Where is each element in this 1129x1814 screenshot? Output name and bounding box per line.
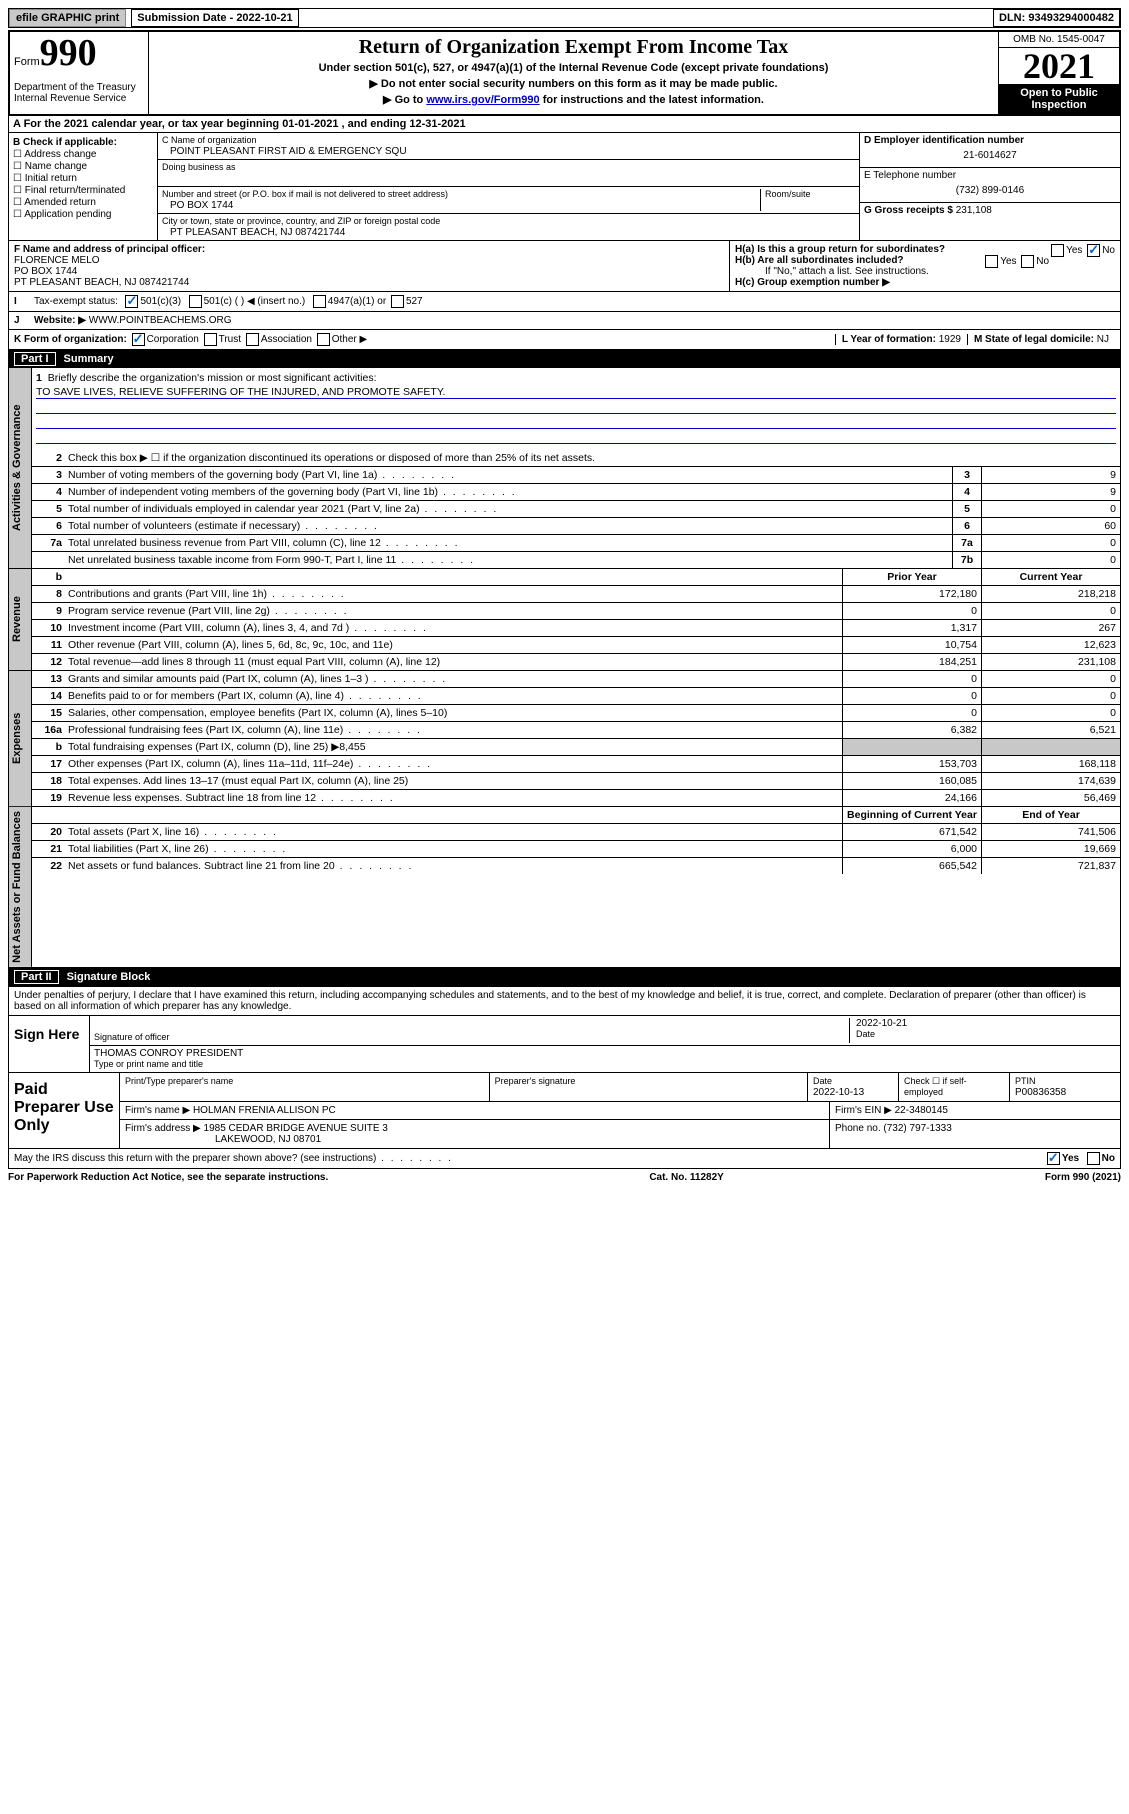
ptin: P00836358 [1015, 1087, 1066, 1098]
v6: 60 [981, 518, 1120, 534]
paid-preparer-label: Paid Preparer Use Only [9, 1073, 120, 1148]
part1-header: Part I Summary [8, 350, 1121, 368]
v7a: 0 [981, 535, 1120, 551]
officer-sig-name: THOMAS CONROY PRESIDENT [94, 1048, 243, 1059]
side-expenses: Expenses [9, 671, 32, 806]
website: WWW.POINTBEACHEMS.ORG [89, 315, 232, 326]
governance-section: Activities & Governance 1 Briefly descri… [8, 368, 1121, 569]
dln: DLN: 93493294000482 [993, 9, 1120, 27]
form-number: 990 [40, 32, 97, 74]
chk-amended[interactable]: ☐ Amended return [13, 197, 153, 208]
col-f: F Name and address of principal officer:… [9, 241, 729, 291]
footer-mid: Cat. No. 11282Y [649, 1172, 723, 1183]
firm-name: HOLMAN FRENIA ALLISON PC [193, 1105, 336, 1116]
chk-527[interactable] [391, 295, 404, 308]
discuss-row: May the IRS discuss this return with the… [8, 1149, 1121, 1169]
block-fh: F Name and address of principal officer:… [8, 241, 1121, 292]
mission-text: TO SAVE LIVES, RELIEVE SUFFERING OF THE … [36, 386, 445, 398]
row-i: ITax-exempt status: 501(c)(3) 501(c) ( )… [8, 292, 1121, 312]
submission-date: Submission Date - 2022-10-21 [131, 9, 298, 27]
preparer-block: Paid Preparer Use Only Print/Type prepar… [8, 1073, 1121, 1149]
page-footer: For Paperwork Reduction Act Notice, see … [8, 1169, 1121, 1186]
chk-trust[interactable] [204, 333, 217, 346]
section-a: A For the 2021 calendar year, or tax yea… [8, 116, 1121, 133]
declaration: Under penalties of perjury, I declare th… [9, 987, 1120, 1015]
officer-city: PT PLEASANT BEACH, NJ 087421744 [14, 277, 189, 288]
chk-initial[interactable]: ☐ Initial return [13, 173, 153, 184]
chk-pending[interactable]: ☐ Application pending [13, 209, 153, 220]
side-governance: Activities & Governance [9, 368, 32, 568]
form-header: Form990 Department of the Treasury Inter… [8, 30, 1121, 116]
form-prefix: Form [14, 56, 40, 68]
mission-block: 1 Briefly describe the organization's mi… [32, 368, 1120, 450]
header-sub1: Under section 501(c), 527, or 4947(a)(1)… [155, 62, 992, 74]
officer-street: PO BOX 1744 [14, 266, 77, 277]
netassets-section: Net Assets or Fund Balances Beginning of… [8, 807, 1121, 968]
header-right: OMB No. 1545-0047 2021 Open to Public In… [999, 32, 1119, 114]
domicile: NJ [1097, 334, 1109, 345]
col-b: B Check if applicable: ☐ Address change … [9, 133, 158, 240]
efile-label: efile GRAPHIC print [9, 9, 126, 27]
firm-addr1: 1985 CEDAR BRIDGE AVENUE SUITE 3 [204, 1123, 388, 1134]
header-sub3: ▶ Go to www.irs.gov/Form990 for instruct… [155, 93, 992, 106]
gross-receipts: 231,108 [956, 205, 992, 216]
chk-501c3[interactable] [125, 295, 138, 308]
row-j: JWebsite: ▶ WWW.POINTBEACHEMS.ORG [8, 312, 1121, 330]
chk-4947[interactable] [313, 295, 326, 308]
department: Department of the Treasury Internal Reve… [14, 82, 144, 104]
revenue-section: Revenue bPrior YearCurrent Year 8Contrib… [8, 569, 1121, 671]
org-city: PT PLEASANT BEACH, NJ 087421744 [162, 227, 345, 238]
officer-name: FLORENCE MELO [14, 255, 100, 266]
footer-right: Form 990 (2021) [1045, 1172, 1121, 1183]
block-bcdeg: B Check if applicable: ☐ Address change … [8, 133, 1121, 241]
chk-final[interactable]: ☐ Final return/terminated [13, 185, 153, 196]
chk-501c[interactable] [189, 295, 202, 308]
chk-corp[interactable] [132, 333, 145, 346]
v3: 9 [981, 467, 1120, 483]
v5: 0 [981, 501, 1120, 517]
part2-header: Part II Signature Block [8, 968, 1121, 986]
ein: 21-6014627 [864, 146, 1116, 165]
firm-phone: (732) 797-1333 [883, 1123, 951, 1134]
side-netassets: Net Assets or Fund Balances [9, 807, 32, 967]
inspection-label: Open to Public Inspection [999, 84, 1119, 114]
sign-here: Sign Here [9, 1016, 90, 1072]
discuss-yes[interactable] [1047, 1152, 1060, 1165]
v7b: 0 [981, 552, 1120, 568]
ha-yes[interactable] [1051, 244, 1064, 257]
form-number-block: Form990 Department of the Treasury Inter… [10, 32, 149, 114]
ha-no[interactable] [1087, 244, 1100, 257]
side-revenue: Revenue [9, 569, 32, 670]
sign-date: 2022-10-21 [856, 1018, 907, 1029]
chk-other[interactable] [317, 333, 330, 346]
header-sub2: ▶ Do not enter social security numbers o… [155, 77, 992, 90]
hb-no[interactable] [1021, 255, 1034, 268]
irs-link[interactable]: www.irs.gov/Form990 [426, 94, 539, 106]
chk-assoc[interactable] [246, 333, 259, 346]
firm-addr2: LAKEWOOD, NJ 08701 [125, 1134, 321, 1145]
v4: 9 [981, 484, 1120, 500]
signature-block: Under penalties of perjury, I declare th… [8, 986, 1121, 1016]
firm-ein: 22-3480145 [895, 1105, 948, 1116]
col-de: D Employer identification number21-60146… [860, 133, 1120, 240]
top-bar: efile GRAPHIC print Submission Date - 20… [8, 8, 1121, 28]
header-title-block: Return of Organization Exempt From Incom… [149, 32, 999, 114]
prep-date: 2022-10-13 [813, 1087, 864, 1098]
chk-address[interactable]: ☐ Address change [13, 149, 153, 160]
footer-left: For Paperwork Reduction Act Notice, see … [8, 1172, 328, 1183]
row-klm: K Form of organization: Corporation Trus… [8, 330, 1121, 350]
col-h: H(a) Is this a group return for subordin… [729, 241, 1120, 291]
hb-yes[interactable] [985, 255, 998, 268]
discuss-no[interactable] [1087, 1152, 1100, 1165]
expenses-section: Expenses 13Grants and similar amounts pa… [8, 671, 1121, 807]
chk-name[interactable]: ☐ Name change [13, 161, 153, 172]
col-c: C Name of organizationPOINT PLEASANT FIR… [158, 133, 860, 240]
year-formed: 1929 [939, 334, 961, 345]
tax-year: 2021 [999, 48, 1119, 84]
org-street: PO BOX 1744 [162, 200, 233, 211]
return-title: Return of Organization Exempt From Incom… [155, 36, 992, 59]
org-name: POINT PLEASANT FIRST AID & EMERGENCY SQU [162, 146, 407, 157]
phone: (732) 899-0146 [864, 181, 1116, 200]
